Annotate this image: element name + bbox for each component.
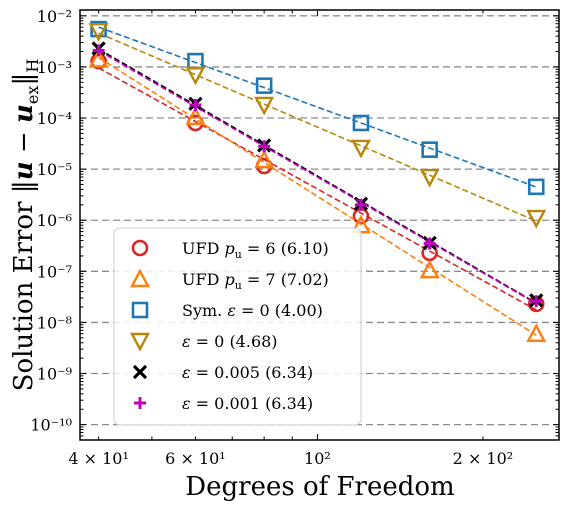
data-point bbox=[419, 168, 440, 188]
legend-label: ε = 0.005 (6.34) bbox=[182, 363, 313, 382]
series-fit-line bbox=[98, 67, 537, 311]
y-tick-label: 10⁻⁵ bbox=[37, 160, 72, 179]
legend-frame bbox=[113, 227, 362, 426]
series-fit-line bbox=[98, 48, 537, 304]
y-tick-label: 10⁻⁷ bbox=[37, 262, 72, 281]
series-1 bbox=[88, 48, 547, 342]
data-point bbox=[92, 44, 105, 57]
series-fit-line bbox=[98, 32, 537, 222]
data-point bbox=[526, 209, 547, 229]
legend-label: UFD pu = 6 (6.10) bbox=[182, 239, 329, 261]
data-point bbox=[88, 23, 109, 42]
series-3 bbox=[88, 23, 547, 229]
data-point bbox=[352, 114, 370, 132]
series-layer bbox=[88, 20, 547, 342]
legend-item: ε = 0.005 (6.34) bbox=[132, 363, 313, 382]
data-point bbox=[350, 139, 371, 159]
data-point bbox=[527, 178, 545, 196]
data-point bbox=[88, 48, 109, 68]
y-tick-label: 10⁻⁸ bbox=[37, 313, 72, 332]
svg-text:Solution Error ‖u − uex‖H: Solution Error ‖u − uex‖H bbox=[9, 59, 42, 392]
data-point bbox=[526, 323, 547, 342]
legend-item: Sym. ε = 0 (4.00) bbox=[131, 301, 323, 320]
data-point bbox=[255, 77, 273, 94]
legend-item: UFD pu = 6 (6.10) bbox=[131, 239, 329, 261]
data-point bbox=[254, 149, 275, 169]
legend-item: UFD pu = 7 (7.02) bbox=[130, 268, 329, 292]
legend: UFD pu = 6 (6.10) UFD pu = 7 (7.02) Sym. ε… bbox=[113, 227, 362, 426]
data-point bbox=[185, 66, 206, 86]
series-fit-line bbox=[98, 56, 537, 336]
y-tick-label: 10⁻⁹ bbox=[37, 365, 73, 384]
series-fit-line bbox=[98, 26, 537, 188]
legend-label: ε = 0.001 (6.34) bbox=[182, 394, 313, 413]
data-point bbox=[419, 259, 440, 279]
legend-label: ε = 0 (4.68) bbox=[182, 332, 278, 351]
y-tick-label: 10⁻² bbox=[37, 7, 72, 26]
legend-label: UFD pu = 7 (7.02) bbox=[182, 270, 329, 292]
data-point bbox=[421, 141, 438, 158]
data-point bbox=[354, 198, 367, 211]
series-2 bbox=[90, 20, 545, 196]
data-point bbox=[185, 106, 206, 126]
data-point bbox=[90, 20, 107, 38]
x-tick-label: 6 × 10¹ bbox=[165, 449, 226, 468]
x-tick-label: 2 × 10² bbox=[453, 449, 514, 468]
series-5 bbox=[92, 44, 543, 308]
legend-marker bbox=[131, 301, 149, 319]
legend-marker bbox=[134, 397, 146, 409]
series-fit-line bbox=[98, 49, 537, 305]
data-point bbox=[254, 96, 275, 116]
y-tick-label: 10⁻³ bbox=[37, 58, 72, 77]
legend-item: ε = 0.001 (6.34) bbox=[134, 394, 313, 413]
legend-marker bbox=[131, 239, 149, 257]
legend-label: Sym. ε = 0 (4.00) bbox=[182, 301, 323, 320]
y-tick-label: 10⁻⁴ bbox=[37, 109, 72, 128]
x-axis-title: Degrees of Freedom bbox=[185, 472, 454, 502]
data-point bbox=[189, 98, 202, 111]
legend-marker bbox=[132, 364, 148, 380]
legend-item: ε = 0 (4.68) bbox=[130, 332, 278, 352]
y-tick-label: 10⁻⁶ bbox=[37, 211, 72, 230]
axis-ticks: 10⁻¹⁰ 10⁻⁹ 10⁻⁸ 10⁻⁷ 10⁻⁶ 10⁻⁵ 10⁻⁴ 10⁻³ 10⁻² 4 ×… bbox=[30, 7, 559, 468]
y-tick-label: 10⁻¹⁰ bbox=[30, 416, 72, 435]
y-axis-title: Solution Error ‖u − uex‖H bbox=[9, 59, 42, 392]
x-tick-label: 10² bbox=[304, 449, 331, 468]
legend-marker bbox=[130, 268, 150, 288]
data-point bbox=[258, 140, 271, 153]
legend-marker bbox=[130, 332, 150, 352]
x-tick-label: 4 × 10¹ bbox=[68, 449, 129, 468]
data-point bbox=[423, 237, 436, 250]
data-point bbox=[187, 52, 204, 70]
data-point bbox=[530, 295, 543, 308]
